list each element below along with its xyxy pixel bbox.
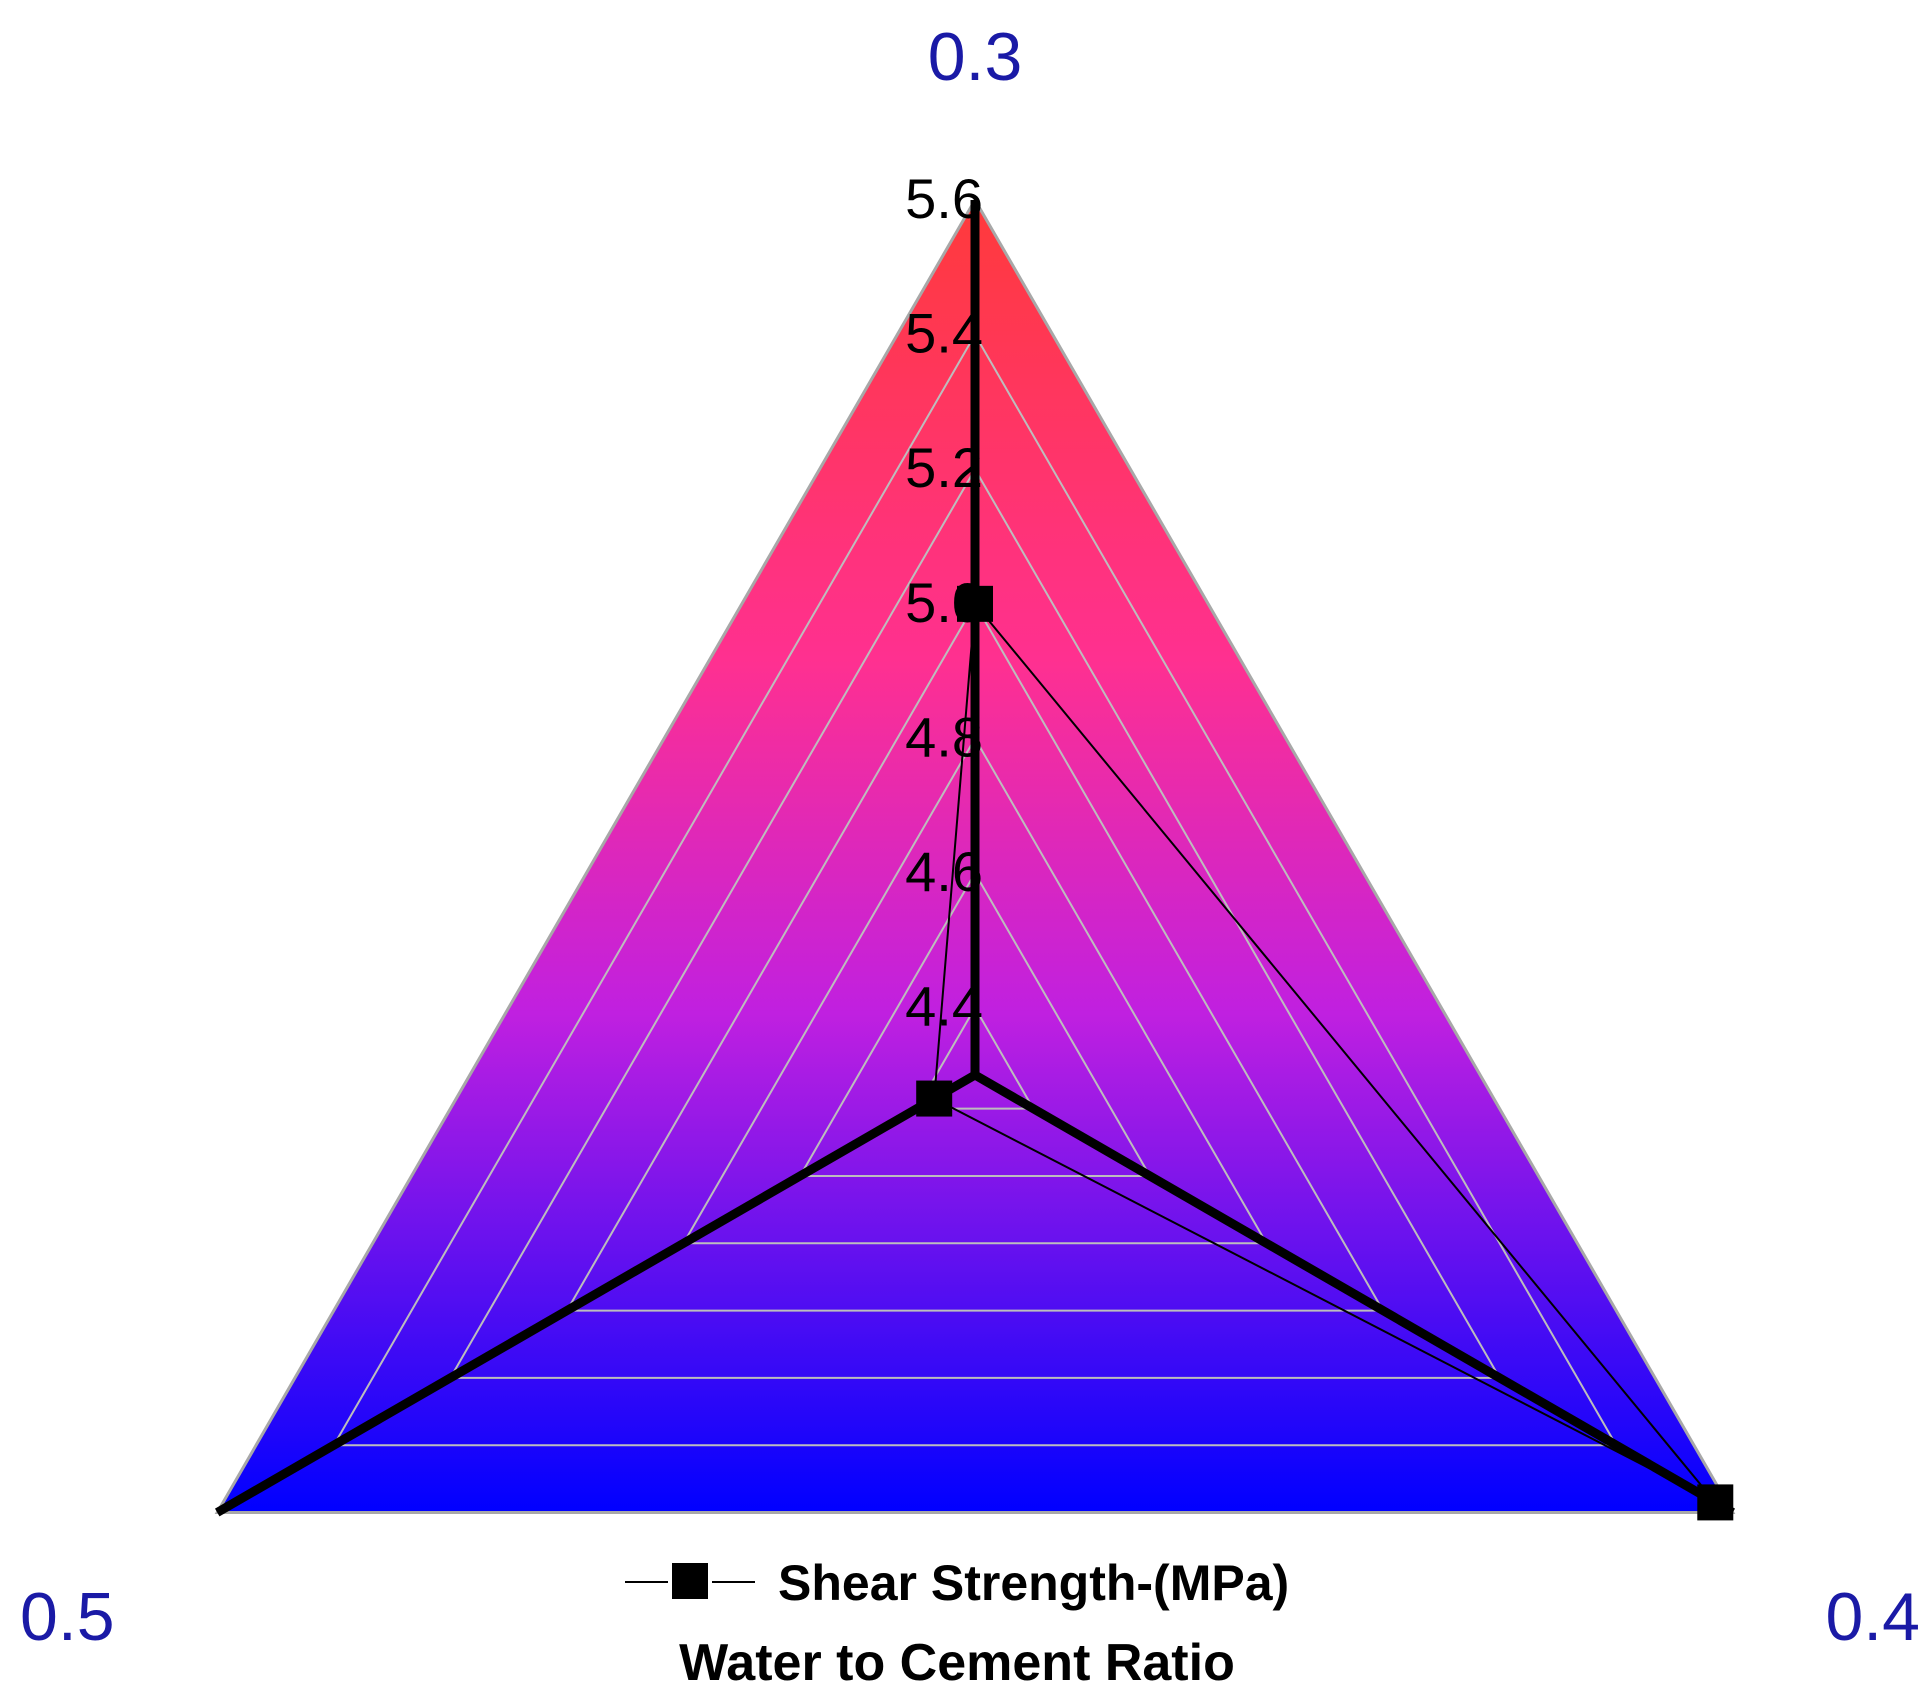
legend: Shear Strength-(MPa) [625,1555,1289,1611]
radial-tick-label: 4.8 [905,705,983,768]
category-label-0.3: 0.3 [928,19,1023,95]
data-point-0.5 [916,1080,953,1117]
category-label-0.5: 0.5 [20,1579,115,1655]
grid-ring [565,601,1385,1312]
spoke-0.5 [214,1071,978,1517]
category-labels: 0.3 0.4 0.5 [20,19,1920,1655]
radial-tick-label: 5.4 [905,302,983,365]
series-layer [916,585,1734,1521]
radial-tick-label: 4.6 [905,840,983,903]
radial-tick-label: 5.2 [905,436,983,499]
series-line [933,601,1717,1504]
spoke-0.4 [972,1071,1736,1517]
category-label-0.4: 0.4 [1825,1579,1920,1655]
grid-ring [332,332,1618,1447]
data-point-0.3 [957,585,993,622]
legend-label: Shear Strength-(MPa) [778,1555,1289,1611]
radial-tick-labels: 4.44.64.85.05.25.45.6 [905,167,983,1038]
radar-spokes [214,200,1736,1517]
data-point-0.4 [1697,1484,1734,1521]
grid-ring [798,871,1152,1177]
grid-ring [914,1005,1036,1110]
grid-ring [681,736,1269,1245]
radial-tick-label: 5.6 [905,167,983,230]
x-axis-label: Water to Cement Ratio [679,1634,1235,1692]
legend-marker [672,1563,708,1599]
